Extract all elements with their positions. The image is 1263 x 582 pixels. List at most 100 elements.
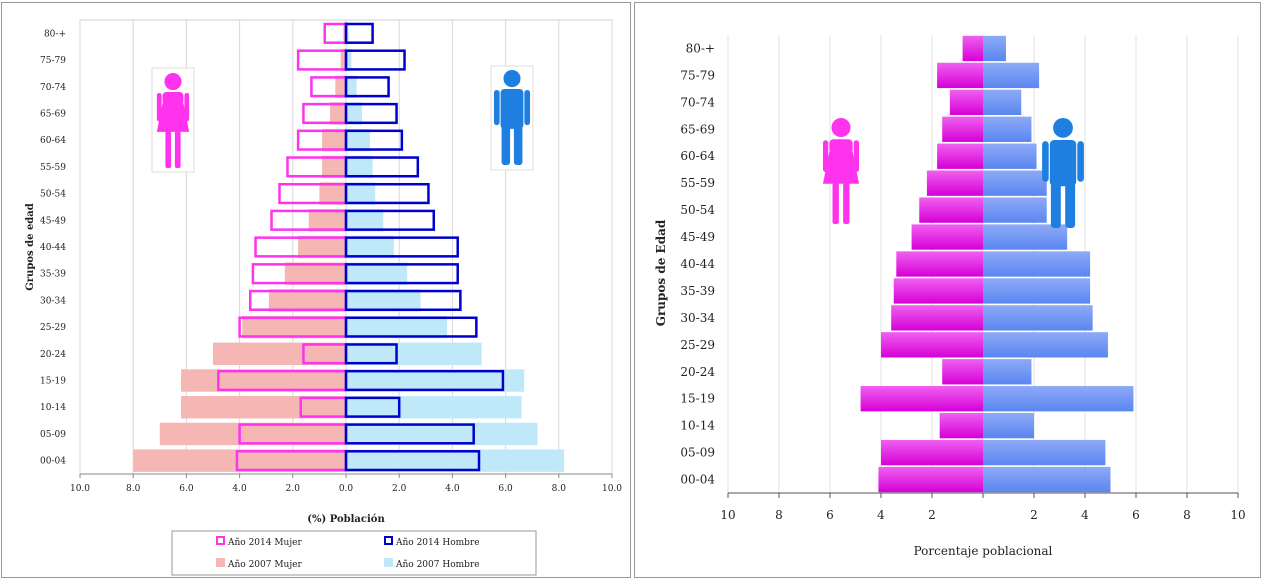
bar-male-2014 (344, 343, 398, 365)
y-tick-label: 25-29 (680, 338, 715, 352)
bar-male (983, 197, 1047, 223)
bar-male (983, 278, 1091, 304)
y-tick-label: 75-79 (680, 68, 715, 82)
bar-male-2007 (346, 209, 384, 232)
legend-box (171, 530, 537, 576)
male-icon (1042, 118, 1084, 228)
x-tick-label: 2 (928, 508, 936, 522)
right-chart-svg: 10 8 6 4 2 2 4 6 8 10 00-04 05-09 10-14 15-19 20-24 25-… (654, 35, 1246, 558)
y-tick-label: 70-74 (680, 95, 715, 109)
y-tick-label: 25-29 (40, 323, 66, 333)
x-tick-label: 4.0 (445, 484, 460, 494)
left-population-pyramid: 10.0 8.0 6.0 4.0 2.0 0.0 2.0 4.0 6.0 8.0 10.0 00-04… (1, 2, 631, 578)
bar-male-2007 (346, 315, 448, 339)
y-tick-label: 40-44 (40, 243, 66, 253)
bar-female (911, 224, 983, 250)
bar-male-2014 (344, 102, 398, 125)
legend-label: Año 2014 Hombre (395, 538, 480, 548)
x-tick-label: 10 (1230, 508, 1245, 522)
y-tick-label: 15-19 (680, 392, 715, 406)
bar-male-2014 (344, 129, 404, 151)
bar-female-2007 (322, 128, 346, 152)
bar-male-2007 (346, 342, 482, 366)
bar-female-2007 (343, 22, 346, 45)
bar-male-2014 (344, 156, 420, 178)
bar-female (942, 116, 983, 142)
bar-male-2007 (346, 235, 394, 259)
y-tick-label: 30-34 (40, 296, 66, 306)
x-tick-label: 4 (1081, 508, 1089, 522)
bar-male-2007 (346, 102, 362, 125)
bar-female (937, 62, 983, 89)
left-chart-svg: 10.0 8.0 6.0 4.0 2.0 0.0 2.0 4.0 6.0 8.0 10.0 00-04… (25, 19, 622, 576)
bar-female (881, 439, 983, 466)
female-icon (156, 73, 190, 168)
bar-female-2007 (322, 155, 346, 179)
bar-female (878, 466, 983, 493)
bar-female-2007 (340, 48, 346, 72)
bar-male-2007 (346, 155, 373, 179)
bar-male (983, 305, 1093, 331)
bar-male (983, 89, 1022, 116)
legend-label: Año 2007 Mujer (227, 560, 302, 570)
x-tick-label: 6 (826, 508, 834, 522)
bar-female-2007 (335, 75, 346, 98)
x-tick-label: 4 (877, 508, 885, 522)
bar-male-2007 (346, 22, 349, 45)
bar-female-2007 (319, 182, 346, 205)
y-tick-label: 15-19 (40, 377, 66, 387)
bar-male-2007 (346, 369, 525, 392)
right-population-pyramid: 10 8 6 4 2 2 4 6 8 10 00-04 05-09 10-14 15-19 20-24 25-… (634, 2, 1261, 578)
bar-female (949, 89, 983, 116)
bar-female (962, 35, 983, 62)
y-tick-label: 60-64 (40, 136, 66, 146)
x-tick-label: 2.0 (286, 484, 301, 494)
y-tick-label: 35-39 (680, 284, 715, 298)
bar-male-2007 (346, 449, 565, 472)
bar-male-2007 (346, 182, 376, 205)
y-tick-label: 80-+ (44, 29, 66, 39)
bar-male (983, 386, 1134, 412)
bar-male (983, 224, 1068, 250)
bar-male (983, 251, 1091, 277)
bar-male-2014 (344, 450, 481, 472)
y-axis-title: Grupos de edad (25, 203, 36, 291)
bar-male (983, 170, 1047, 196)
female-icon (822, 118, 860, 224)
x-tick-label: 8.0 (552, 484, 567, 494)
bar-male-2014 (344, 289, 462, 312)
bar-male-2014 (344, 22, 374, 44)
bar-male-2014 (344, 263, 459, 285)
x-tick-label: 6.0 (498, 484, 513, 494)
x-tick-label: 8.0 (126, 484, 141, 494)
y-tick-label: 55-59 (680, 176, 715, 190)
y-tick-label: 20-24 (680, 365, 715, 379)
legend-swatch (384, 536, 393, 545)
bar-female (891, 305, 983, 331)
bar-male (983, 359, 1032, 385)
bar-female (893, 278, 983, 304)
x-tick-label: 8 (775, 508, 783, 522)
x-tick-label: 0.0 (339, 484, 354, 494)
legend-label: Año 2014 Mujer (227, 538, 302, 548)
x-tick-label: 10.0 (602, 484, 622, 494)
y-tick-label: 70-74 (40, 83, 66, 93)
y-tick-label: 75-79 (40, 56, 66, 66)
y-tick-label: 05-09 (40, 430, 66, 440)
x-tick-label: 8 (1183, 508, 1191, 522)
y-tick-label: 45-49 (40, 216, 66, 226)
y-tick-label: 65-69 (680, 122, 715, 136)
bar-female-2007 (133, 449, 346, 472)
legend-swatch (216, 536, 225, 545)
bar-female-2007 (213, 342, 346, 366)
y-tick-label: 00-04 (680, 473, 715, 487)
bar-male-2007 (346, 128, 370, 152)
x-tick-label: 2 (1030, 508, 1038, 522)
legend-swatch (216, 558, 225, 567)
bar-male (983, 62, 1040, 89)
bar-male-2007 (346, 289, 421, 312)
bar-male (983, 466, 1111, 493)
bar-male-2014 (344, 396, 401, 418)
x-tick-label: 4.0 (232, 484, 247, 494)
bar-female-2007 (298, 235, 346, 259)
